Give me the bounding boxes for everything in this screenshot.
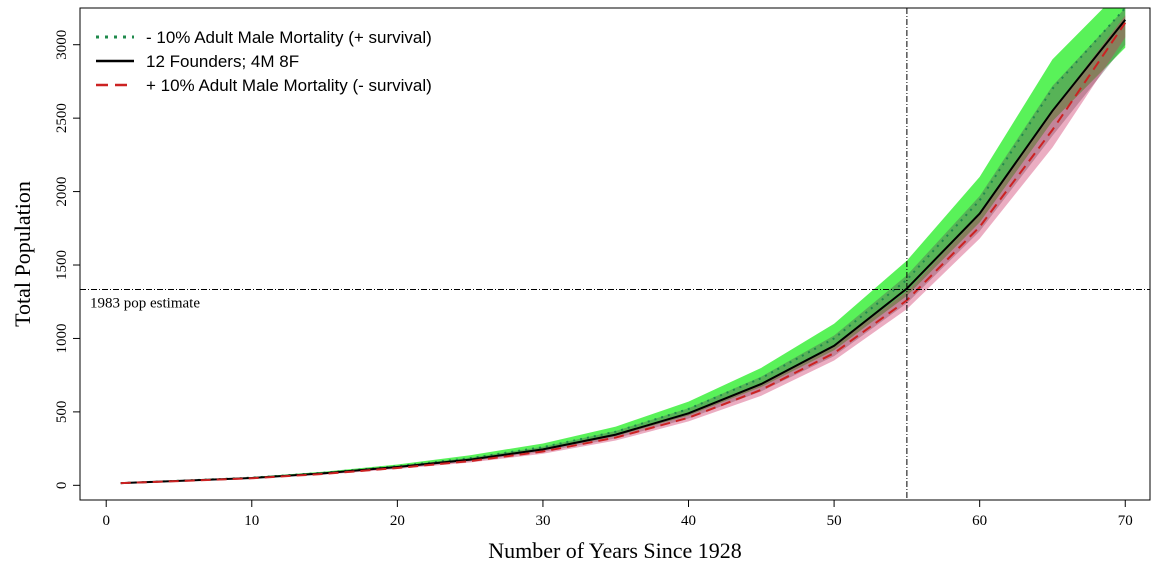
- y-tick-label: 500: [54, 401, 70, 424]
- x-tick-label: 70: [1118, 513, 1133, 529]
- reference-label: 1983 pop estimate: [90, 296, 200, 312]
- y-tick-label: 2500: [54, 103, 70, 133]
- x-tick-label: 10: [244, 513, 259, 529]
- series-line: [120, 22, 1127, 485]
- plot-frame: [79, 7, 1151, 501]
- y-tick-label: 1000: [54, 323, 70, 353]
- x-tick-label: 40: [681, 513, 696, 529]
- legend-label: - 10% Adult Male Mortality (+ survival): [146, 28, 432, 47]
- x-tick-label: 50: [827, 513, 842, 529]
- x-axis-title: Number of Years Since 1928: [488, 538, 742, 563]
- series-line: [120, 19, 1127, 485]
- x-tick-label: 30: [535, 513, 550, 529]
- x-tick-label: 20: [390, 513, 405, 529]
- y-tick-label: 3000: [54, 30, 70, 60]
- plot-area: [120, 8, 1127, 485]
- y-tick-label: 1500: [54, 250, 70, 280]
- x-tick-label: 0: [102, 513, 110, 529]
- x-tick-label: 60: [972, 513, 987, 529]
- y-tick-label: 0: [54, 482, 70, 490]
- confidence-band: [120, 8, 1126, 484]
- legend-label: 12 Founders; 4M 8F: [146, 52, 299, 71]
- y-tick-label: 2000: [54, 177, 70, 207]
- legend-label: + 10% Adult Male Mortality (- survival): [146, 76, 432, 95]
- y-axis-title: Total Population: [10, 181, 35, 327]
